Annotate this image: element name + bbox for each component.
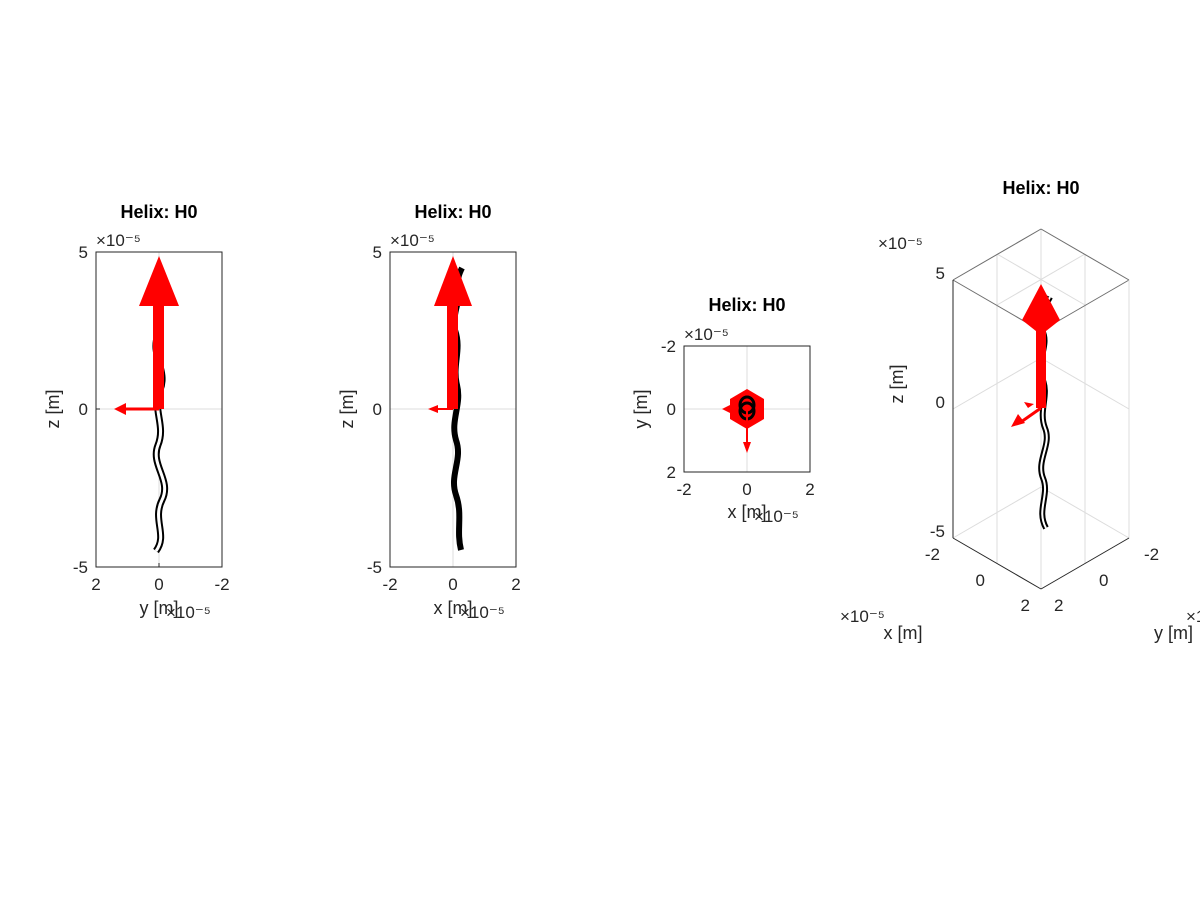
panel-3d-arrow-head-z [1022,284,1060,335]
panel-yz-title: Helix: H0 [120,202,197,222]
panel-xy-x-exponent: ×10⁻⁵ [754,507,799,526]
panel-xz-axes-box [389,251,517,568]
panel-3d-ytick-label: 2 [1054,596,1063,615]
panel-yz-arrow-shaft-z [153,300,164,409]
panel-3d: Helix: H0 5 0 -5 -2 0 2 -2 0 2 ×10⁻⁵ ×10… [840,178,1200,643]
panel-xy: Helix: H0 -2 0 2 -2 0 2 ×10⁻⁵ ×10⁻⁵ x [m… [631,295,815,526]
panel-3d-xtick-label: 2 [1021,596,1030,615]
panel-3d-xtick-label: -2 [925,545,940,564]
panel-3d-ztick-label: 5 [936,264,945,283]
panel-3d-arrow-head-x [1011,414,1025,427]
panel-3d-ztick-label: 0 [936,393,945,412]
panel-yz-xtick-label: 2 [91,575,100,594]
panel-yz-ytick-label: 5 [79,243,88,262]
panel-3d-x-axis [952,537,1042,590]
panel-xy-ytick-label: 0 [667,400,676,419]
panel-xy-ytick-label: 2 [667,463,676,482]
panel-yz-x-exponent: ×10⁻⁵ [166,603,211,622]
panel-3d-edge [952,228,1042,281]
panel-xy-ytick-label: -2 [661,337,676,356]
panel-3d-xlabel: x [m] [884,623,923,643]
panel-3d-arrow-shaft-x [1020,406,1042,424]
panel-xy-xtick-label: -2 [676,480,691,499]
panel-xz-xtick-label: 0 [448,575,457,594]
panel-xz: Helix: H0 5 0 -5 -2 0 2 ×10⁻⁵ ×10⁻⁵ x [m… [337,202,521,622]
panel-xz-ytick-label: -5 [367,558,382,577]
panel-yz-arrow-head-z [139,256,179,306]
panel-yz-y-exponent: ×10⁻⁵ [96,231,141,250]
panel-3d-xtick-label: 0 [976,571,985,590]
panel-3d-z-exponent: ×10⁻⁵ [878,234,923,253]
panel-3d-zlabel: z [m] [887,365,907,404]
panel-xz-ylabel: z [m] [337,390,357,429]
panel-xy-arrow-head-x [722,405,730,413]
panel-3d-y-exponent: ×10 [1186,607,1200,626]
panel-xy-y-exponent: ×10⁻⁵ [684,325,729,344]
panel-xz-title: Helix: H0 [414,202,491,222]
panel-3d-edge [1040,228,1130,281]
panel-xy-ylabel: y [m] [631,390,651,429]
panel-xy-xlabel: x [m] [728,502,767,522]
panel-yz-ylabel: z [m] [43,390,63,429]
panel-yz-arrow-head-y [114,403,126,415]
panel-yz-xtick-label: 0 [154,575,163,594]
panel-xy-axes-box [683,345,811,473]
panel-3d-ytick-label: -2 [1144,545,1159,564]
panel-yz-xlabel: y [m] [140,598,179,618]
panel-xy-title: Helix: H0 [708,295,785,315]
panel-xz-arrow-shaft-z [447,300,458,409]
panel-xz-xtick-label: 2 [511,575,520,594]
panel-xz-ytick-label: 5 [373,243,382,262]
panel-xy-arrow-head-y [743,442,751,453]
panel-3d-x-exponent: ×10⁻⁵ [840,607,885,626]
panel-yz-ytick-label: -5 [73,558,88,577]
panel-3d-ztick-label: -5 [930,522,945,541]
panel-xy-xtick-label: 0 [742,480,751,499]
panel-3d-ytick-label: 0 [1099,571,1108,590]
panel-xz-arrow-head-z [434,256,472,306]
panel-xz-y-exponent: ×10⁻⁵ [390,231,435,250]
panel-xz-ytick-label: 0 [373,400,382,419]
panel-3d-title: Helix: H0 [1002,178,1079,198]
panel-3d-ylabel: y [m] [1154,623,1193,643]
panel-yz-xtick-label: -2 [214,575,229,594]
panel-xz-x-exponent: ×10⁻⁵ [460,603,505,622]
panel-xz-arrow-head-x [428,405,438,413]
panel-3d-y-axis [1040,537,1130,590]
panel-3d-arrow-head-y [1024,402,1034,408]
panel-yz-ytick-label: 0 [79,400,88,419]
panel-xy-xtick-label: 2 [805,480,814,499]
panel-yz: Helix: H0 5 0 -5 2 0 -2 ×10⁻⁵ ×10⁻⁵ y [m… [43,202,230,622]
panel-xz-xtick-label: -2 [382,575,397,594]
panel-3d-grid [996,253,1086,306]
panel-xz-xlabel: x [m] [434,598,473,618]
panel-3d-arrow-shaft-z [1036,320,1046,408]
